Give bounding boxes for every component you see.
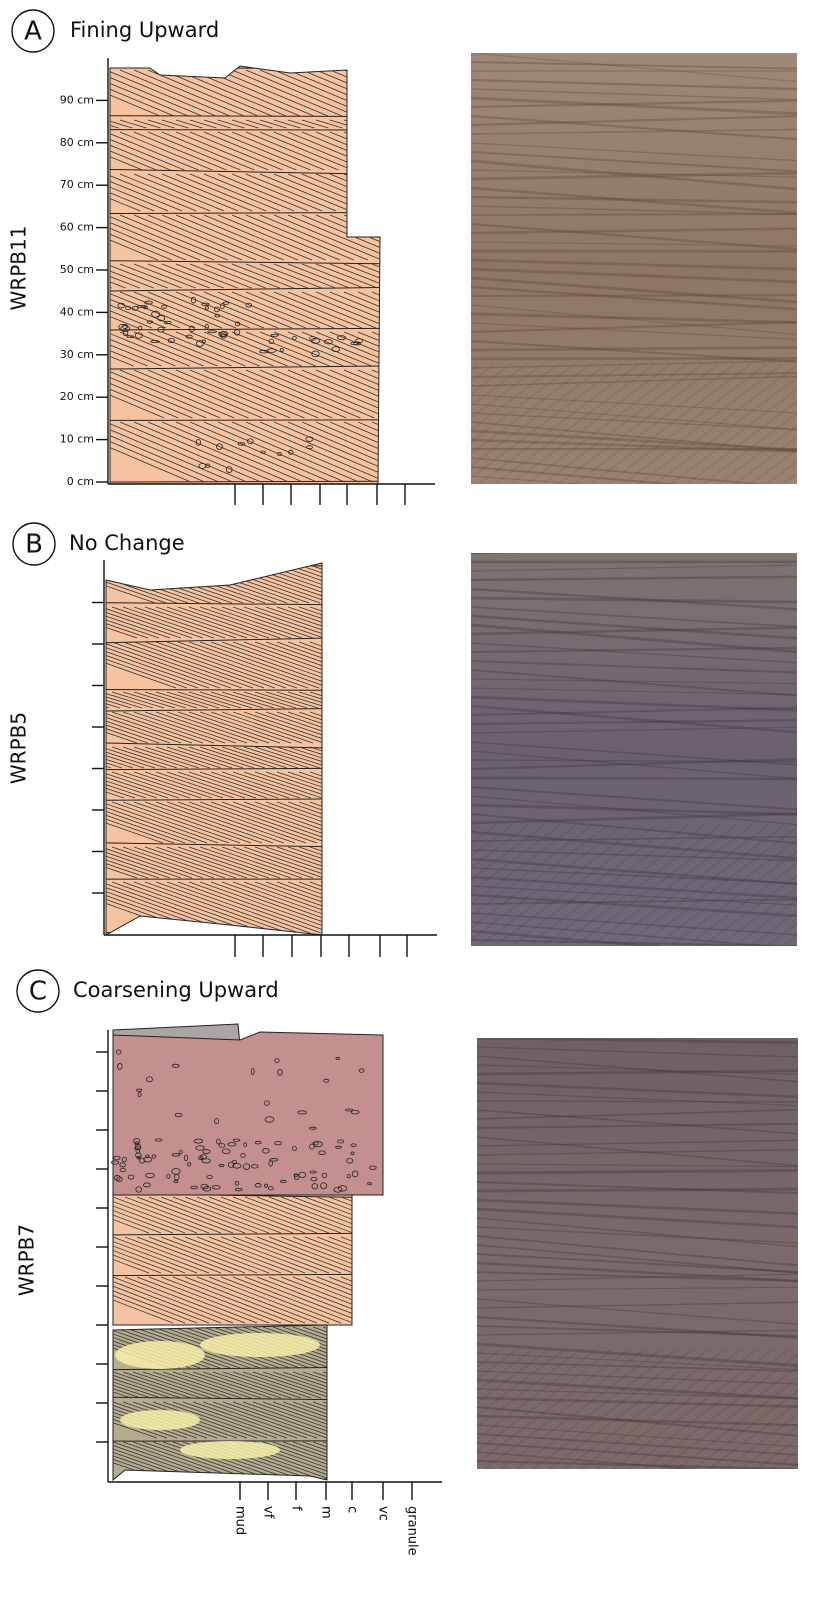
gravel-layer (113, 1032, 383, 1195)
photo-streak (325, 1349, 485, 1469)
panel-letter: C (29, 977, 47, 1007)
grain-size-label: vc (376, 1506, 391, 1521)
section-name: WRPB5 (7, 712, 31, 784)
depth-label: 0 cm (67, 475, 94, 488)
sand-patch (180, 1441, 280, 1459)
cross-bed (321, 712, 412, 743)
photo-streak (471, 295, 797, 296)
grain-size-label: f (289, 1506, 304, 1511)
cross-bed (321, 772, 399, 798)
cross-bed (310, 802, 427, 843)
cross-bed (372, 70, 482, 116)
depth-label: 40 cm (60, 305, 94, 318)
depth-label: 30 cm (60, 348, 94, 361)
panel-title: Fining Upward (70, 18, 219, 42)
figure: 0 cm 10 cm 20 cm 30 cm 40 cm 50 cm 60 cm 70 cm 8… (0, 0, 815, 1600)
photo-streak (471, 544, 797, 553)
cross-bed (323, 1442, 427, 1478)
depth-label: 60 cm (60, 221, 94, 234)
grain-size-label: c (345, 1506, 360, 1513)
grain-size-label: mud (233, 1506, 248, 1535)
cross-bed (372, 370, 486, 418)
cross-bed (323, 1327, 440, 1368)
cross-bed (321, 642, 451, 688)
cross-bed (57, 692, 109, 708)
photo-streak (471, 358, 797, 359)
depth-label: 80 cm (60, 136, 94, 149)
cross-bed (46, 565, 155, 603)
cross-bed (358, 174, 448, 211)
depth-label: 20 cm (60, 390, 94, 403)
cross-bed (64, 120, 90, 128)
cross-bed (372, 264, 434, 288)
cross-bed (344, 132, 436, 170)
cross-bed (341, 1197, 437, 1233)
photo-streak (319, 826, 479, 946)
cross-bed (310, 607, 401, 638)
cross-bed (358, 132, 450, 170)
cross-bed (323, 1402, 427, 1438)
cross-bed (50, 120, 76, 128)
depth-label: 10 cm (60, 433, 94, 446)
cross-bed (344, 174, 434, 211)
cross-bed (310, 847, 401, 878)
panel-letter: B (25, 530, 43, 560)
cross-bed (313, 1442, 417, 1478)
cross-bed (344, 120, 370, 128)
cross-bed (323, 1372, 401, 1398)
cross-bed (46, 747, 111, 768)
cross-bed (313, 1402, 417, 1438)
cross-bed (341, 1277, 461, 1323)
section-column (110, 66, 380, 484)
cross-bed (341, 1237, 437, 1273)
cross-bed (321, 802, 438, 843)
cross-bed (321, 692, 373, 708)
photo-streak (471, 778, 797, 779)
photo-streak (309, 1349, 469, 1469)
sand-patch (200, 1333, 320, 1357)
cross-bed (372, 120, 398, 128)
cross-bed (313, 1327, 430, 1368)
cross-bed (321, 847, 412, 878)
cross-bed (310, 642, 440, 688)
depth-label: 50 cm (60, 263, 94, 276)
cross-bed (46, 692, 98, 708)
section-name: WRPB11 (7, 226, 31, 311)
sand-patch (120, 1410, 200, 1430)
section-name: WRPB7 (15, 1224, 39, 1296)
grain-size-label: vf (261, 1506, 276, 1519)
cross-bed (358, 120, 384, 128)
cross-bed (372, 132, 464, 170)
photo-streak (471, 214, 797, 215)
cross-bed (310, 712, 401, 743)
cross-bed (310, 882, 453, 933)
cross-bed (310, 565, 419, 603)
grain-size-label: m (319, 1506, 334, 1519)
grain-size-label: granule (405, 1506, 420, 1556)
panel-title: No Change (69, 531, 185, 555)
cross-bed (344, 70, 454, 116)
cross-bed (321, 565, 430, 603)
cross-bed (321, 882, 464, 933)
depth-label: 70 cm (60, 178, 94, 191)
depth-label: 90 cm (60, 93, 94, 106)
panel-title: Coarsening Upward (73, 978, 279, 1002)
cross-bed (321, 607, 412, 638)
cross-bed (372, 332, 456, 366)
cross-bed (78, 120, 104, 128)
photo-streak (477, 1101, 798, 1102)
sand-patch (115, 1341, 205, 1369)
photo-streak (477, 1189, 798, 1191)
cross-bed (358, 70, 468, 116)
panel-letter: A (24, 17, 42, 47)
cross-bed (372, 174, 462, 211)
cross-bed (372, 215, 480, 260)
photo-streak (303, 826, 463, 946)
cross-bed (321, 747, 386, 768)
cross-bed (372, 292, 460, 328)
